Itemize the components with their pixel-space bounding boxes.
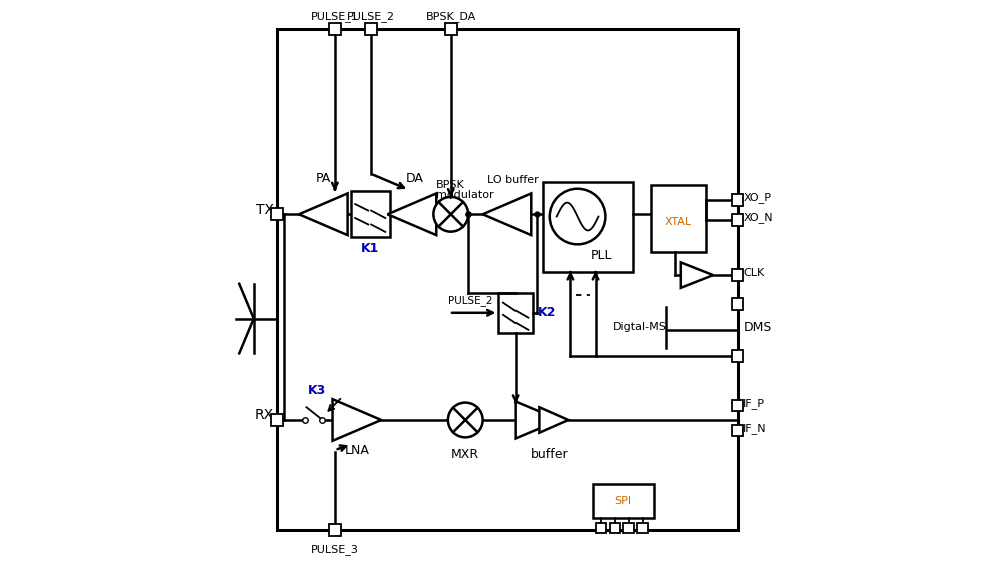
FancyBboxPatch shape — [445, 23, 457, 35]
FancyBboxPatch shape — [593, 484, 654, 518]
Text: buffer: buffer — [530, 448, 568, 461]
Polygon shape — [299, 194, 348, 235]
FancyBboxPatch shape — [732, 298, 743, 310]
FancyBboxPatch shape — [623, 522, 634, 533]
FancyBboxPatch shape — [498, 292, 533, 333]
Polygon shape — [333, 399, 381, 441]
Text: BPSK: BPSK — [436, 180, 465, 190]
Text: MXR: MXR — [451, 448, 479, 461]
FancyBboxPatch shape — [732, 350, 743, 362]
Text: PULSE_3: PULSE_3 — [311, 545, 359, 556]
Circle shape — [433, 197, 468, 232]
Text: modulator: modulator — [436, 190, 494, 200]
Text: DA: DA — [406, 173, 424, 185]
Text: Digtal-MS: Digtal-MS — [613, 322, 667, 332]
Text: K3: K3 — [308, 384, 326, 397]
Text: K2: K2 — [538, 307, 556, 319]
Text: RX: RX — [255, 408, 274, 422]
Text: PA: PA — [316, 173, 331, 185]
Text: XTAL: XTAL — [665, 216, 692, 226]
Text: XO_P: XO_P — [743, 192, 771, 203]
Text: BPSK_DA: BPSK_DA — [426, 11, 476, 22]
Polygon shape — [539, 407, 568, 433]
Text: XO_N: XO_N — [743, 212, 773, 223]
FancyBboxPatch shape — [732, 425, 743, 436]
FancyBboxPatch shape — [732, 269, 743, 281]
Circle shape — [550, 189, 605, 245]
FancyBboxPatch shape — [732, 400, 743, 411]
Text: CLK: CLK — [743, 268, 765, 278]
Polygon shape — [516, 401, 560, 439]
FancyBboxPatch shape — [351, 191, 390, 238]
FancyBboxPatch shape — [732, 214, 743, 226]
FancyBboxPatch shape — [329, 524, 341, 536]
Text: LO buffer: LO buffer — [487, 176, 539, 185]
Text: LNA: LNA — [344, 445, 369, 457]
FancyBboxPatch shape — [271, 414, 283, 426]
Circle shape — [448, 402, 483, 438]
FancyBboxPatch shape — [271, 208, 283, 220]
Text: PULSE_2: PULSE_2 — [347, 11, 395, 22]
Text: SPI: SPI — [615, 496, 632, 506]
Text: PULSE_1: PULSE_1 — [311, 11, 359, 22]
Text: IF_N: IF_N — [743, 422, 767, 433]
FancyBboxPatch shape — [365, 23, 377, 35]
Polygon shape — [681, 262, 713, 288]
FancyBboxPatch shape — [651, 185, 706, 252]
FancyBboxPatch shape — [610, 522, 620, 533]
Polygon shape — [483, 194, 531, 235]
Text: TX: TX — [256, 202, 274, 216]
Text: IF_P: IF_P — [743, 398, 765, 409]
Text: DMS: DMS — [743, 321, 772, 334]
FancyBboxPatch shape — [732, 194, 743, 205]
FancyBboxPatch shape — [329, 23, 341, 35]
Polygon shape — [388, 194, 436, 235]
Text: PLL: PLL — [591, 249, 613, 262]
FancyBboxPatch shape — [543, 183, 633, 272]
FancyBboxPatch shape — [596, 522, 606, 533]
FancyBboxPatch shape — [277, 29, 738, 530]
FancyBboxPatch shape — [637, 522, 648, 533]
Text: K1: K1 — [361, 242, 379, 255]
Text: PULSE_2: PULSE_2 — [448, 295, 492, 306]
